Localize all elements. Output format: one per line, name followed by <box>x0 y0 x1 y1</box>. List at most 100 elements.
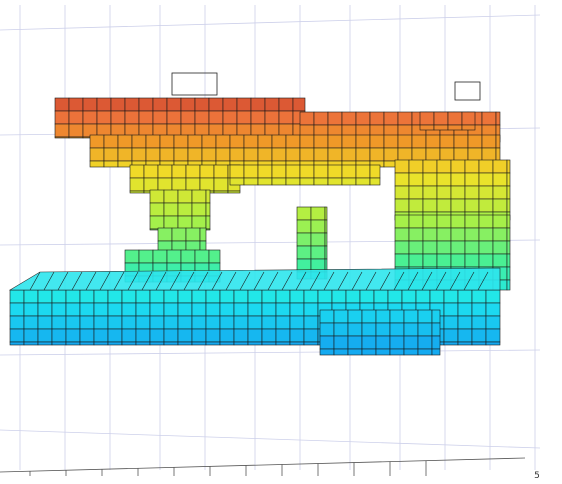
voxel <box>177 328 193 343</box>
voxel <box>243 147 259 162</box>
voxel <box>310 219 326 234</box>
voxel <box>152 110 168 125</box>
voxel <box>471 289 487 304</box>
slab-top <box>8 267 501 291</box>
voxel <box>417 309 433 324</box>
voxel <box>485 302 501 317</box>
voxel <box>205 341 221 346</box>
voxel <box>117 134 133 149</box>
voxel <box>138 249 154 264</box>
voxel <box>121 328 137 343</box>
voxel <box>205 215 211 230</box>
voxel <box>397 134 413 149</box>
voxel <box>222 110 238 125</box>
voxel <box>9 289 25 304</box>
voxel <box>506 159 511 174</box>
voxel <box>439 147 455 162</box>
voxel-edge <box>407 271 419 291</box>
voxel <box>296 232 312 247</box>
voxel <box>506 227 511 242</box>
voxel <box>149 289 165 304</box>
voxel <box>397 111 413 126</box>
voxel <box>163 215 179 230</box>
voxel <box>327 111 343 126</box>
voxel <box>492 159 508 174</box>
voxel <box>135 315 151 330</box>
voxel <box>215 134 231 149</box>
voxel <box>471 328 487 343</box>
voxel <box>299 134 315 149</box>
voxel <box>375 322 391 337</box>
voxel <box>433 111 449 126</box>
voxel <box>219 289 235 304</box>
voxel <box>389 309 405 324</box>
voxel <box>243 177 259 186</box>
voxel <box>408 240 424 255</box>
voxel-edge <box>127 271 139 291</box>
axis-line <box>0 457 526 473</box>
voxel <box>233 328 249 343</box>
voxel <box>201 147 217 162</box>
voxel <box>177 341 193 346</box>
voxel <box>436 172 452 187</box>
voxel <box>495 134 501 149</box>
voxel <box>401 289 417 304</box>
voxel <box>93 315 109 330</box>
voxel <box>213 177 229 192</box>
voxel <box>464 159 480 174</box>
voxel <box>369 134 385 149</box>
voxel <box>492 240 508 255</box>
voxel <box>464 240 480 255</box>
voxel <box>369 177 381 186</box>
voxel <box>285 134 301 149</box>
tick-label: 5 <box>534 471 540 481</box>
voxel <box>180 97 196 112</box>
voxel <box>369 164 381 179</box>
voxel <box>236 110 252 125</box>
voxel <box>199 227 207 242</box>
voxel <box>383 134 399 149</box>
voxel <box>422 172 438 187</box>
voxel <box>166 110 182 125</box>
voxel <box>447 111 463 126</box>
voxel-edge <box>85 271 97 291</box>
voxel <box>481 134 497 149</box>
voxel <box>425 134 441 149</box>
voxel <box>347 348 363 356</box>
voxel-edge <box>351 271 363 291</box>
voxel <box>285 147 301 162</box>
voxel <box>180 249 196 264</box>
voxel <box>227 190 241 194</box>
voxel <box>389 322 405 337</box>
voxel <box>159 147 175 162</box>
voxel-edge <box>477 271 489 291</box>
voxel <box>361 348 377 356</box>
voxel <box>149 189 165 204</box>
voxel <box>436 185 452 200</box>
voxel <box>313 164 329 179</box>
voxel <box>233 289 249 304</box>
voxel <box>431 335 441 350</box>
voxel <box>163 202 179 217</box>
voxel <box>222 97 238 112</box>
voxel <box>247 289 263 304</box>
voxel <box>296 206 312 221</box>
voxel <box>163 189 179 204</box>
voxel <box>194 97 210 112</box>
voxel <box>303 341 319 346</box>
voxel <box>296 245 312 260</box>
voxel <box>261 328 277 343</box>
voxel <box>124 249 140 264</box>
voxel <box>264 97 280 112</box>
voxel <box>408 172 424 187</box>
voxel <box>299 177 315 186</box>
voxel <box>93 341 109 346</box>
voxel <box>492 172 508 187</box>
voxel <box>411 134 427 149</box>
voxel <box>68 97 84 112</box>
voxel <box>82 97 98 112</box>
voxel-edge <box>43 271 55 291</box>
voxel <box>121 302 137 317</box>
voxel <box>341 164 357 179</box>
voxel <box>439 134 455 149</box>
